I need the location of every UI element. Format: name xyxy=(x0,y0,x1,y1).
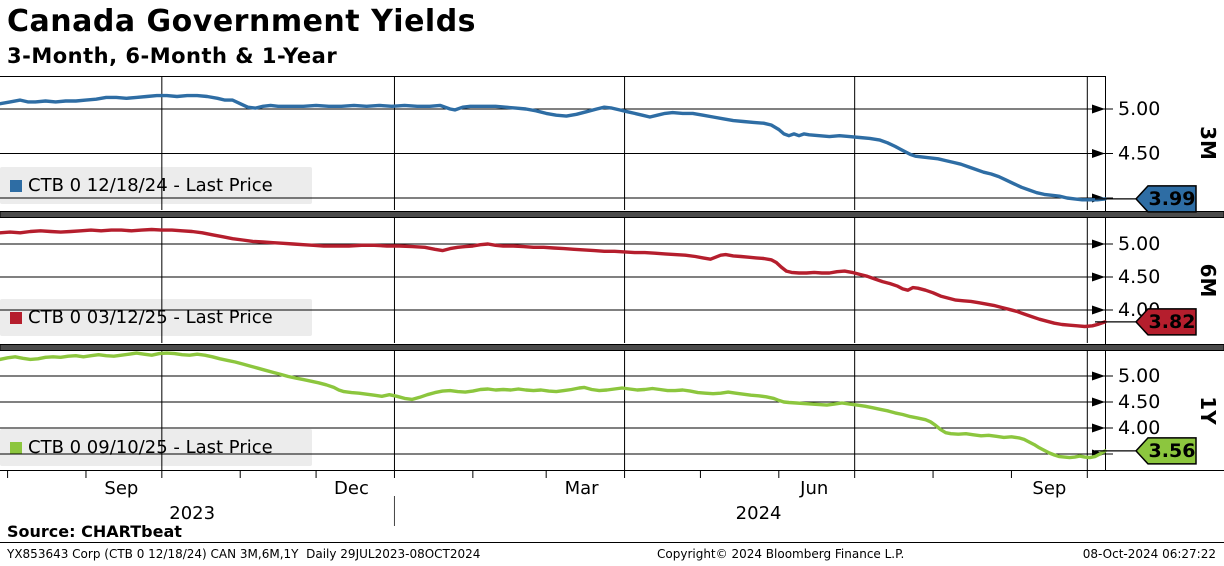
last-price-value-1y: 3.56 xyxy=(1149,440,1196,462)
footer-copyright: Copyright© 2024 Bloomberg Finance L.P. xyxy=(657,547,905,561)
legend-swatch-3m-icon xyxy=(10,179,22,192)
gridline-arrow-icon xyxy=(1092,423,1105,433)
y-tick-label: 5.00 xyxy=(1118,233,1160,255)
gridline-arrow-icon xyxy=(1092,272,1105,282)
legend-6m[interactable]: CTB 0 03/12/25 - Last Price xyxy=(0,299,312,336)
legend-label-6m: CTB 0 03/12/25 - Last Price xyxy=(28,307,273,328)
y-tick-label: 4.50 xyxy=(1118,391,1160,413)
panel-axis-label-1y: 1Y xyxy=(1196,396,1220,425)
gridline-arrow-icon xyxy=(1092,449,1105,459)
footer-timestamp: 08-Oct-2024 06:27:22 xyxy=(1082,547,1216,561)
footer-security-info: YX853643 Corp (CTB 0 12/18/24) CAN 3M,6M… xyxy=(7,547,481,561)
gridline-arrow-icon xyxy=(1092,104,1105,114)
x-axis-month-label: Mar xyxy=(565,478,600,499)
gridline-arrow-icon xyxy=(1092,371,1105,381)
gridline-arrow-icon xyxy=(1092,239,1105,249)
gridline-arrow-icon xyxy=(1092,193,1105,203)
y-tick-label: 4.50 xyxy=(1118,143,1160,165)
legend-swatch-1y-icon xyxy=(10,441,22,454)
legend-label-1y: CTB 0 09/10/25 - Last Price xyxy=(28,437,273,458)
gridline-arrow-icon xyxy=(1092,149,1105,158)
y-tick-label: 4.50 xyxy=(1118,266,1160,288)
legend-label-3m: CTB 0 12/18/24 - Last Price xyxy=(28,175,273,196)
x-axis-month-label: Dec xyxy=(334,478,369,499)
x-axis-month-label: Sep xyxy=(104,478,138,499)
panel-separator xyxy=(0,211,1224,218)
last-price-badge-6m xyxy=(1134,308,1197,336)
gridline-arrow-icon xyxy=(1092,397,1105,407)
y-tick-label: 4.00 xyxy=(1118,417,1160,439)
legend-swatch-6m-icon xyxy=(10,311,22,324)
last-price-value-3m: 3.99 xyxy=(1149,188,1196,210)
y-tick-label: 5.00 xyxy=(1118,98,1160,120)
last-price-badge-1y xyxy=(1134,437,1197,465)
x-axis-month-label: Sep xyxy=(1032,478,1066,499)
x-axis-month-label: Jun xyxy=(799,478,828,499)
legend-3m[interactable]: CTB 0 12/18/24 - Last Price xyxy=(0,167,312,204)
last-price-value-6m: 3.82 xyxy=(1149,311,1196,333)
panel-separator xyxy=(0,344,1224,351)
y-tick-label: 4.00 xyxy=(1118,299,1160,321)
gridline-arrow-icon xyxy=(1092,305,1105,315)
panel-axis-label-3m: 3M xyxy=(1196,126,1220,160)
page-subtitle: 3-Month, 6-Month & 1-Year xyxy=(7,44,338,68)
page-title: Canada Government Yields xyxy=(7,4,477,39)
x-axis-year-label: 2023 xyxy=(169,503,215,524)
y-tick-label: 5.00 xyxy=(1118,365,1160,387)
source-label: Source: CHARTbeat xyxy=(7,522,182,541)
last-price-badge-3m xyxy=(1134,185,1197,213)
panel-axis-label-6m: 6M xyxy=(1196,264,1220,298)
x-axis-year-label: 2024 xyxy=(736,503,782,524)
legend-1y[interactable]: CTB 0 09/10/25 - Last Price xyxy=(0,429,312,466)
